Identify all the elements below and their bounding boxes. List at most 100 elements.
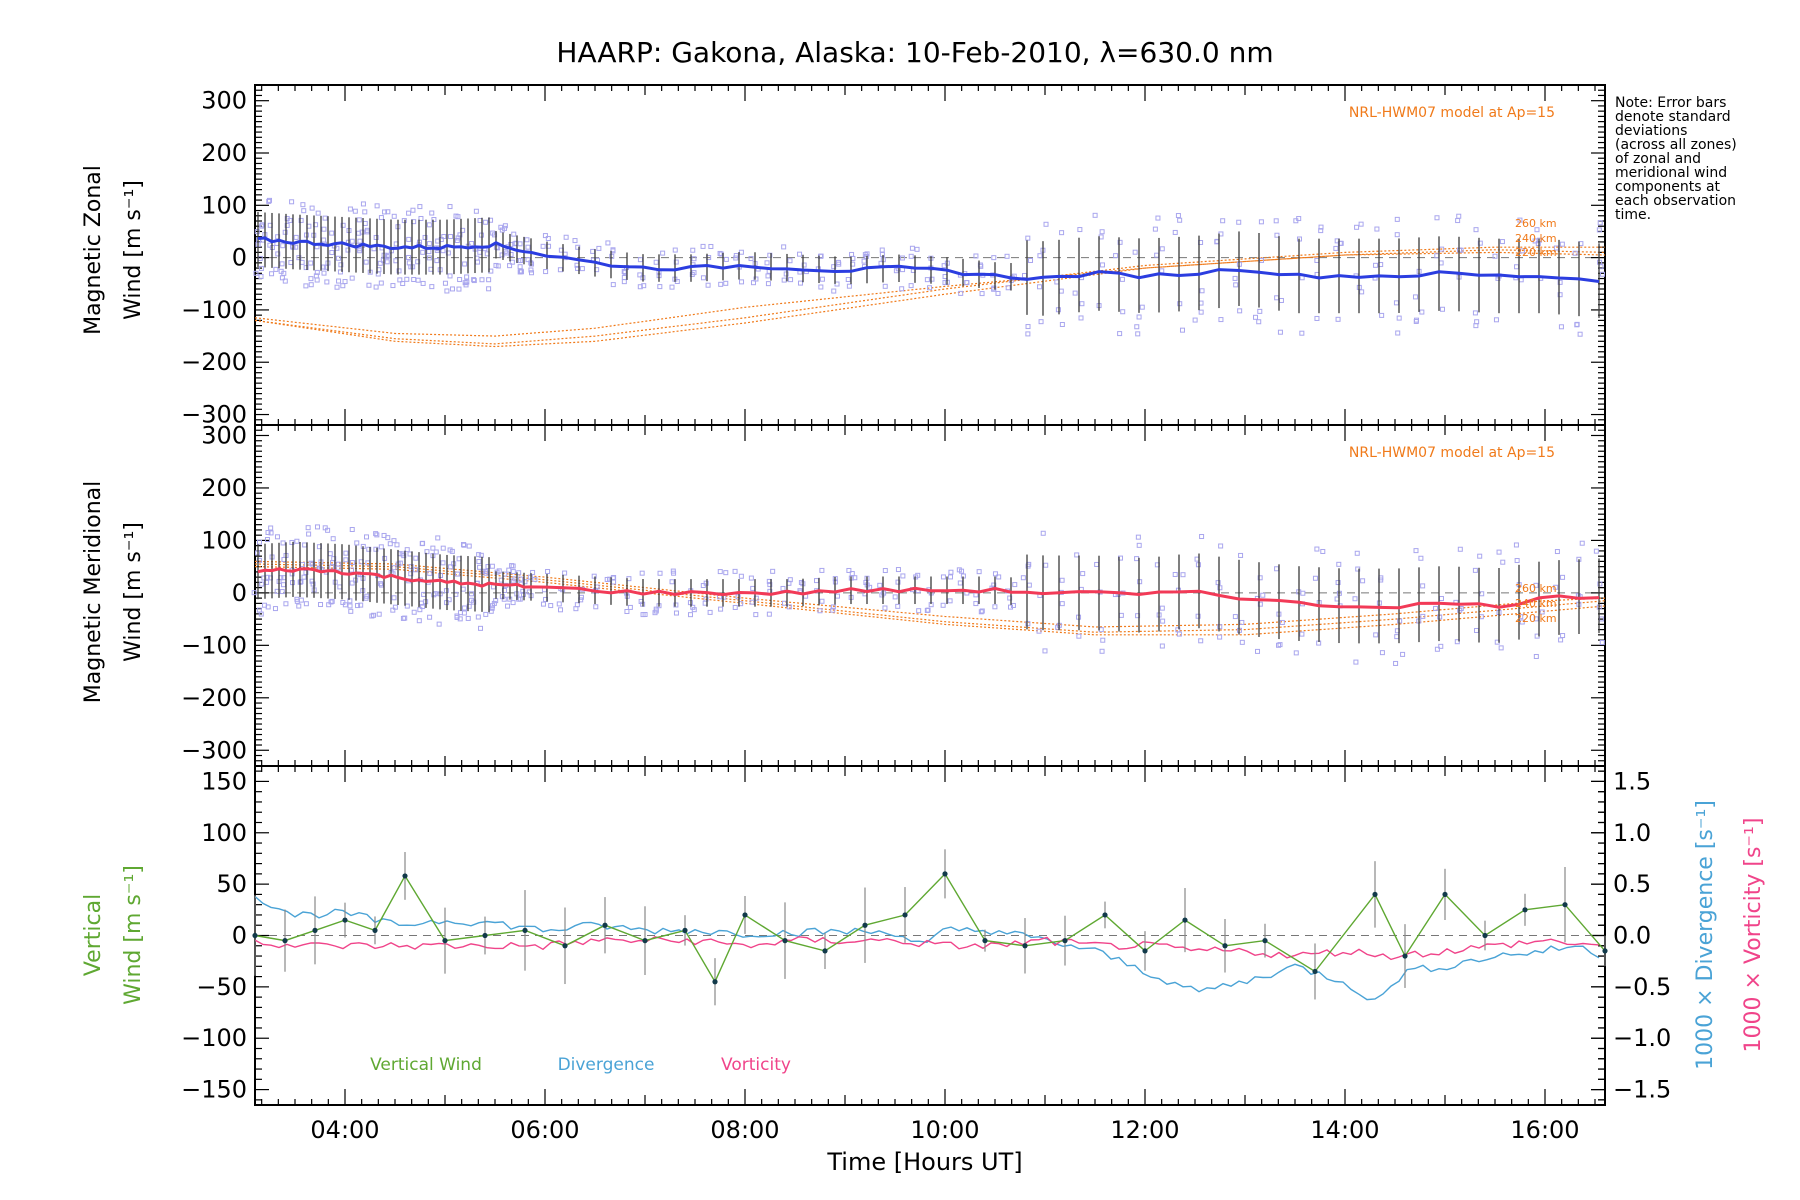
- zonal-scatter-point: [280, 243, 286, 249]
- zonal-scatter-point: [750, 280, 756, 286]
- meridional-scatter-point: [298, 579, 304, 585]
- meridional-scatter-point: [1293, 650, 1299, 656]
- meridional-scatter-point: [1100, 637, 1106, 643]
- zonal-scatter-point: [1005, 285, 1011, 291]
- meridional-scatter-point: [895, 579, 901, 585]
- meridional-scatter-point: [1457, 546, 1463, 552]
- meridional-scatter-point: [1539, 609, 1545, 615]
- zonal-scatter-point: [1434, 215, 1440, 221]
- zonal-scatter-point: [1419, 309, 1425, 315]
- zonal-scatter-point: [499, 252, 505, 258]
- zonal-scatter-point: [738, 249, 744, 255]
- x-tick-label: 06:00: [510, 1116, 579, 1144]
- meridional-scatter-point: [1160, 618, 1166, 624]
- zonal-scatter-point: [434, 258, 440, 264]
- meridional-scatter-point: [1472, 567, 1478, 573]
- zonal-scatter-point: [1120, 309, 1126, 315]
- meridional-scatter-point: [436, 621, 442, 627]
- meridional-scatter-point: [465, 615, 471, 621]
- meridional-scatter-point: [877, 582, 883, 588]
- meridional-scatter-point: [1438, 596, 1444, 602]
- zonal-scatter-point: [1028, 257, 1034, 263]
- meridional-scatter-point: [1137, 579, 1143, 585]
- zonal-scatter-point: [374, 203, 380, 209]
- zonal-scatter-point: [1492, 253, 1498, 259]
- zonal-scatter-point: [575, 244, 581, 250]
- meridional-scatter-point: [427, 570, 433, 576]
- meridional-scatter-point: [274, 534, 280, 540]
- zonal-scatter-point: [1577, 331, 1583, 337]
- zonal-scatter-point: [385, 209, 391, 215]
- zonal-scatter-point: [420, 249, 426, 255]
- zonal-scatter-point: [941, 263, 947, 269]
- zonal-scatter-point: [621, 275, 627, 281]
- zonal-scatter-point: [267, 197, 273, 203]
- zonal-scatter-point: [1394, 216, 1400, 222]
- zonal-scatter-point: [499, 227, 505, 233]
- meridional-scatter-point: [475, 614, 481, 620]
- zonal-ytick-label: 0: [232, 244, 247, 272]
- meridional-scatter-point: [408, 564, 414, 570]
- zonal-scatter-point: [1172, 229, 1178, 235]
- meridional-scatter-point: [915, 572, 921, 578]
- meridional-scatter-point: [1393, 660, 1399, 666]
- zonal-ytick-label: 200: [201, 139, 247, 167]
- zonal-scatter-point: [362, 209, 368, 215]
- zonal-scatter-point: [1159, 268, 1165, 274]
- meridional-scatter-point: [510, 600, 516, 606]
- legend-vertical-wind: Vertical Wind: [370, 1055, 482, 1075]
- meridional-scatter-point: [335, 561, 341, 567]
- meridional-alt-label-240: 240 km: [1515, 597, 1557, 610]
- zonal-scatter-point: [281, 270, 287, 276]
- meridional-scatter-point: [604, 576, 610, 582]
- zonal-scatter-point: [1396, 315, 1402, 321]
- meridional-scatter-point: [1533, 653, 1539, 659]
- zonal-scatter-point: [818, 284, 824, 290]
- zonal-scatter-point: [486, 286, 492, 292]
- zonal-scatter-point: [1117, 239, 1123, 245]
- zonal-scatter-point: [429, 210, 435, 216]
- meridional-scatter-point: [978, 609, 984, 615]
- zonal-scatter-point: [266, 198, 272, 204]
- meridional-scatter-point: [1260, 592, 1266, 598]
- zonal-scatter-point: [610, 282, 616, 288]
- meridional-scatter-point: [272, 606, 278, 612]
- zonal-ytick-label: 100: [201, 191, 247, 219]
- zonal-scatter-point: [781, 244, 787, 250]
- vorticity-line: [254, 936, 1600, 961]
- zonal-scatter-point: [321, 270, 327, 276]
- zonal-scatter-point: [557, 267, 563, 273]
- zonal-scatter-point: [1472, 310, 1478, 316]
- vertical-wind-point: [712, 979, 718, 985]
- zonal-scatter-point: [1134, 324, 1140, 330]
- vertical-wind-point: [742, 912, 748, 918]
- vertical-wind-point: [1182, 917, 1188, 923]
- meridional-scatter-point: [468, 591, 474, 597]
- meridional-scatter-point: [895, 603, 901, 609]
- meridional-scatter-point: [416, 618, 422, 624]
- meridional-scatter-point: [394, 542, 400, 548]
- x-tick-label: 14:00: [1310, 1116, 1379, 1144]
- meridional-scatter-point: [1354, 550, 1360, 556]
- meridional-scatter-point: [391, 595, 397, 601]
- meridional-scatter-point: [611, 579, 617, 585]
- zonal-scatter-point: [454, 238, 460, 244]
- zonal-model-curve-240km: [254, 246, 1605, 345]
- meridional-scatter-point: [573, 606, 579, 612]
- zonal-scatter-point: [700, 275, 706, 281]
- zonal-scatter-point: [1354, 224, 1360, 230]
- zonal-scatter-point: [363, 259, 369, 265]
- meridional-scatter-point: [455, 571, 461, 577]
- zonal-scatter-point: [1077, 227, 1083, 233]
- zonal-scatter-point: [444, 288, 450, 294]
- meridional-scatter-point: [483, 611, 489, 617]
- zonal-scatter-point: [1236, 219, 1242, 225]
- zonal-scatter-point: [924, 277, 930, 283]
- meridional-scatter-point: [430, 545, 436, 551]
- vertical-wind-point: [282, 938, 288, 944]
- zonal-scatter-point: [995, 290, 1001, 296]
- zonal-frame: [254, 84, 1606, 426]
- meridional-scatter-point: [1314, 546, 1320, 552]
- vertical-wind-point: [1142, 948, 1148, 954]
- zonal-scatter-point: [1296, 216, 1302, 222]
